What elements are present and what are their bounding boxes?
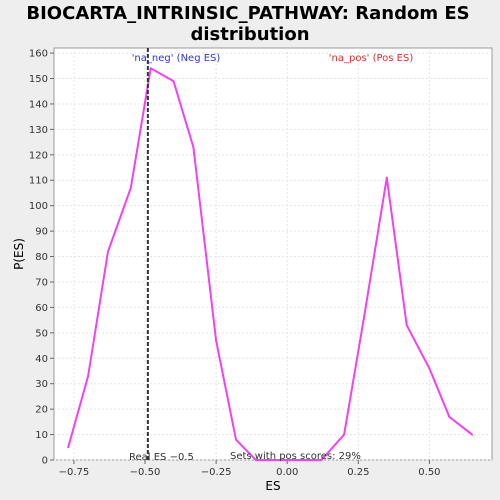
x-axis: −0.75 −0.50 −0.25 0.00 0.25 0.50 [59,460,441,478]
annotation-pos-es: 'na_pos' (Pos ES) [329,53,414,64]
y-tick-label: 50 [35,328,48,339]
y-tick-label: 130 [29,125,48,136]
y-tick-label: 30 [35,379,48,390]
y-tick-label: 60 [35,303,48,314]
y-tick-label: 100 [29,201,48,212]
data-point [320,459,323,461]
x-tick-label: 0.50 [418,467,440,478]
data-point [274,459,277,461]
x-tick-label: 0.25 [347,467,369,478]
data-point [67,446,70,449]
y-tick-label: 90 [35,227,48,238]
data-point [405,324,408,327]
y-tick-label: 120 [29,150,48,161]
y-tick-label: 150 [29,74,48,85]
x-axis-label: ES [265,479,280,493]
y-tick-label: 0 [42,456,48,467]
chart-title-line2: distribution [190,24,309,45]
data-point [471,433,474,436]
data-point [192,146,195,149]
annotation-sets-pos: Sets with pos scores: 29% [230,451,361,462]
y-tick-label: 140 [29,99,48,110]
y-axis-label: P(ES) [12,238,26,270]
data-point [343,433,346,436]
chart-title-line1: BIOCARTA_INTRINSIC_PATHWAY: Random ES [26,3,469,24]
data-point [254,459,257,461]
data-point [129,186,132,189]
data-point [428,367,431,370]
x-tick-label: 0.00 [276,467,298,478]
y-tick-label: 10 [35,430,48,441]
data-point [107,250,110,253]
data-point [172,80,175,83]
series-group [67,67,474,461]
data-point [385,176,388,179]
data-point [448,415,451,418]
y-tick-label: 20 [35,405,48,416]
y-tick-label: 80 [35,252,48,263]
y-tick-label: 160 [29,49,48,60]
x-tick-label: −0.75 [59,467,90,478]
annotation-neg-es: 'na_neg' (Neg ES) [132,53,221,64]
y-tick-label: 110 [29,176,48,187]
x-tick-label: −0.50 [130,467,161,478]
series-line [67,67,473,461]
data-point [235,438,238,441]
annotation-real-es: Real ES −0.5 [129,452,194,463]
x-tick-label: −0.25 [201,467,232,478]
y-axis: 0 10 20 30 40 50 60 70 80 90 100 110 120 130 140 150 160 [29,49,54,467]
plot-area [53,47,493,461]
data-point [87,375,90,378]
data-point [363,316,366,319]
data-point [297,459,300,461]
grid-lines [54,48,492,461]
y-tick-label: 40 [35,354,48,365]
data-point [149,67,152,70]
y-tick-label: 70 [35,277,48,288]
data-point [215,339,218,342]
